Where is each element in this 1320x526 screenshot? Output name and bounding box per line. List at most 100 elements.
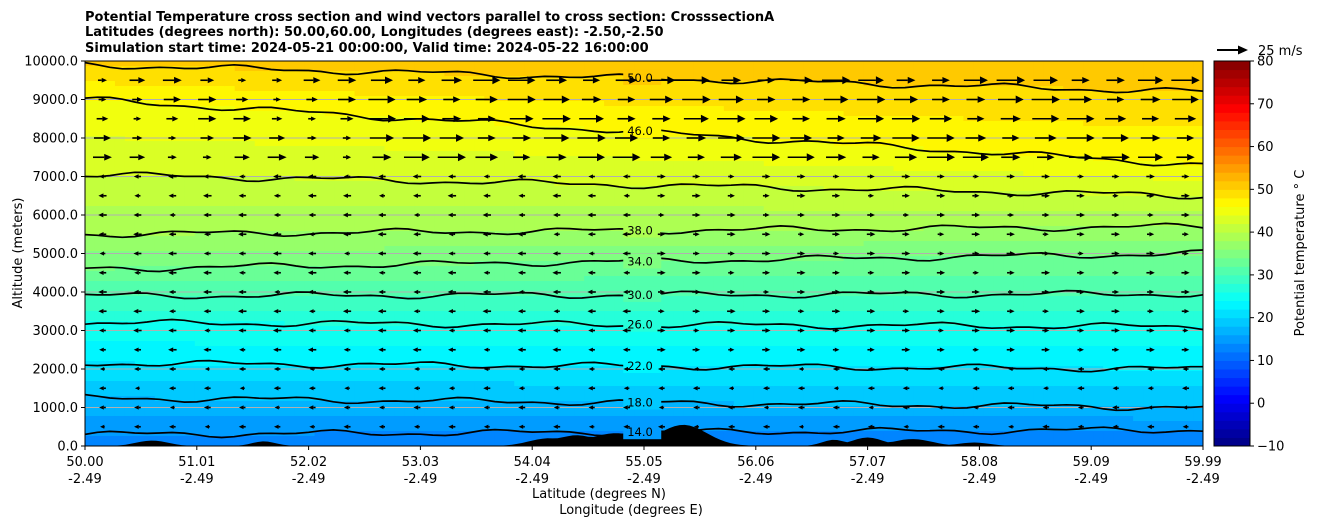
field-cell <box>334 151 346 157</box>
field-cell <box>154 131 166 137</box>
field-cell <box>144 241 156 247</box>
field-cell <box>114 296 126 302</box>
field-cell <box>514 206 525 212</box>
field-cell <box>494 261 505 267</box>
field-cell <box>124 376 136 382</box>
field-cell <box>663 291 675 297</box>
field-cell <box>624 386 635 392</box>
field-cell <box>514 376 525 382</box>
field-cell <box>274 81 286 87</box>
field-cell <box>604 236 615 242</box>
field-cell <box>653 101 665 107</box>
field-cell <box>324 236 336 242</box>
field-cell <box>434 81 445 87</box>
field-cell <box>114 306 126 312</box>
field-cell <box>384 111 396 117</box>
field-cell <box>544 331 555 337</box>
field-cell <box>94 186 106 192</box>
field-cell <box>683 106 695 112</box>
field-cell <box>673 346 685 352</box>
field-cell <box>584 391 595 397</box>
field-cell <box>284 331 296 337</box>
field-cell <box>673 186 685 192</box>
field-cell <box>653 311 665 317</box>
field-cell <box>634 351 645 357</box>
field-cell <box>394 131 406 137</box>
field-cell <box>554 161 565 167</box>
field-cell <box>114 201 126 207</box>
field-cell <box>614 211 625 217</box>
field-cell <box>304 276 316 282</box>
field-cell <box>154 96 166 102</box>
field-cell <box>344 246 356 252</box>
field-cell <box>124 121 136 127</box>
field-cell <box>434 241 445 247</box>
field-cell <box>574 326 585 332</box>
field-cell <box>584 326 595 332</box>
field-cell <box>604 156 615 162</box>
field-cell <box>614 356 625 362</box>
field-cell <box>274 131 286 137</box>
field-cell <box>504 236 515 242</box>
field-cell <box>194 201 206 207</box>
field-cell <box>703 116 715 122</box>
field-cell <box>214 356 226 362</box>
field-cell <box>723 371 735 377</box>
field-cell <box>374 151 386 157</box>
field-cell <box>164 376 176 382</box>
field-cell <box>314 276 326 282</box>
field-cell <box>574 316 585 322</box>
field-cell <box>663 346 675 352</box>
field-cell <box>693 241 705 247</box>
field-cell <box>124 261 136 267</box>
field-cell <box>534 301 545 307</box>
field-cell <box>644 206 655 212</box>
field-cell <box>444 346 455 352</box>
field-cell <box>454 296 465 302</box>
field-cell <box>414 361 425 367</box>
field-cell <box>424 236 435 242</box>
field-cell <box>264 196 276 202</box>
field-cell <box>703 66 715 72</box>
field-cell <box>184 371 196 377</box>
field-cell <box>693 176 705 182</box>
field-cell <box>723 246 735 252</box>
field-cell <box>194 231 206 237</box>
field-cell <box>184 61 196 67</box>
field-cell <box>454 191 465 197</box>
field-cell <box>424 96 435 102</box>
field-cell <box>334 411 346 417</box>
field-cell <box>294 256 306 262</box>
field-cell <box>194 61 206 67</box>
field-cell <box>184 121 196 127</box>
field-cell <box>574 286 585 292</box>
field-cell <box>624 86 635 92</box>
field-cell <box>514 131 525 137</box>
field-cell <box>544 386 555 392</box>
field-cell <box>214 416 226 422</box>
field-cell <box>454 351 465 357</box>
field-cell <box>554 296 565 302</box>
field-cell <box>614 206 625 212</box>
field-cell <box>344 411 356 417</box>
field-cell <box>264 421 276 427</box>
field-cell <box>544 286 555 292</box>
field-cell <box>634 66 645 72</box>
field-cell <box>374 81 386 87</box>
field-cell <box>584 266 595 272</box>
field-cell <box>703 71 715 77</box>
field-cell <box>194 121 206 127</box>
field-cell <box>444 376 455 382</box>
field-cell <box>85 386 96 392</box>
field-cell <box>614 286 625 292</box>
field-cell <box>554 101 565 107</box>
field-cell <box>354 306 366 312</box>
field-cell <box>254 196 266 202</box>
field-cell <box>414 421 425 427</box>
field-cell <box>254 321 266 327</box>
field-cell <box>663 226 675 232</box>
field-cell <box>644 91 655 97</box>
field-cell <box>524 241 535 247</box>
field-cell <box>194 286 206 292</box>
field-cell <box>314 66 326 72</box>
